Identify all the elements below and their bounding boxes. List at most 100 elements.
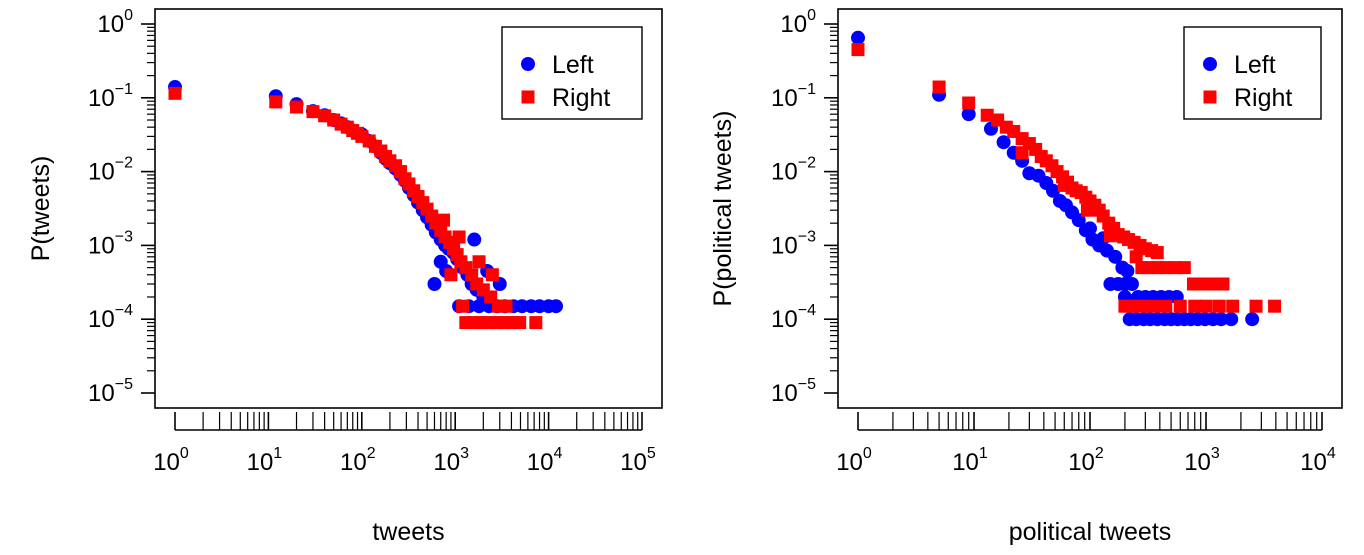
y-tick-label: 10−2 bbox=[88, 155, 133, 186]
right-point bbox=[1125, 299, 1139, 313]
left-point bbox=[1245, 312, 1260, 327]
left-point bbox=[1108, 249, 1123, 264]
x-tick-label: 104 bbox=[527, 445, 563, 476]
right-point bbox=[1159, 299, 1173, 313]
right-point bbox=[1212, 299, 1226, 313]
right-point bbox=[1177, 261, 1191, 275]
right-point bbox=[1216, 277, 1230, 291]
right-point bbox=[1103, 229, 1117, 243]
legend-left-marker bbox=[1203, 57, 1217, 71]
right-point bbox=[472, 255, 486, 269]
left-point bbox=[961, 107, 976, 122]
right-point bbox=[1206, 277, 1220, 291]
right-point bbox=[168, 86, 182, 100]
x-tick-label: 100 bbox=[153, 445, 189, 476]
right-point bbox=[513, 316, 527, 330]
right-point bbox=[1146, 299, 1160, 313]
y-axis-title: P(tweets) bbox=[27, 156, 55, 262]
right-point bbox=[452, 230, 466, 244]
left-point bbox=[1120, 263, 1135, 278]
right-point bbox=[1135, 299, 1149, 313]
chart-political-tweets: 100 10−1 10−2 10−3 10−4 10−5 100 101 102 103 104 p… bbox=[709, 7, 1343, 546]
right-point bbox=[1186, 277, 1200, 291]
right-point bbox=[269, 95, 283, 109]
legend: Left Right bbox=[501, 26, 643, 120]
left-point bbox=[548, 299, 563, 314]
axis-ticks: 100 10−1 10−2 10−3 10−4 10−5 100 101 102 103 104 bbox=[771, 7, 1336, 476]
x-tick-label: 101 bbox=[247, 445, 283, 476]
x-tick-label: 105 bbox=[620, 445, 656, 476]
y-tick-label: 10−1 bbox=[88, 81, 133, 112]
right-point bbox=[932, 80, 946, 94]
plot-frame bbox=[837, 8, 1343, 409]
left-point bbox=[467, 232, 482, 247]
right-point bbox=[290, 100, 304, 114]
right-point bbox=[437, 213, 451, 227]
x-tick-label: 103 bbox=[1184, 445, 1220, 476]
legend-right-marker bbox=[1203, 90, 1217, 104]
left-point bbox=[1046, 183, 1061, 198]
left-point bbox=[1214, 312, 1229, 327]
legend-box bbox=[501, 26, 643, 120]
right-point bbox=[444, 268, 458, 282]
legend-left-label: Left bbox=[1234, 51, 1276, 79]
right-point bbox=[1199, 299, 1213, 313]
chart-tweets: 100 10−1 10−2 10−3 10−4 10−5 100 101 102 103 104 10… bbox=[27, 7, 663, 546]
y-tick-label: 100 bbox=[780, 7, 816, 38]
legend-right-label: Right bbox=[1234, 84, 1292, 112]
y-tick-label: 10−4 bbox=[88, 302, 133, 333]
legend-left-marker bbox=[521, 57, 535, 71]
right-point bbox=[851, 43, 865, 57]
x-tick-label: 101 bbox=[952, 445, 988, 476]
x-tick-label: 103 bbox=[433, 445, 469, 476]
left-point bbox=[851, 30, 865, 45]
x-tick-label: 104 bbox=[1300, 445, 1336, 476]
right-point bbox=[456, 299, 470, 313]
y-axis-title: P(political tweets) bbox=[709, 111, 737, 307]
y-tick-label: 10−3 bbox=[88, 228, 133, 259]
left-point bbox=[427, 276, 442, 291]
series-right-points bbox=[168, 86, 543, 330]
y-tick-label: 10−4 bbox=[771, 302, 816, 333]
right-point bbox=[1150, 246, 1164, 260]
legend-right-label: Right bbox=[552, 84, 610, 112]
axis-ticks: 100 10−1 10−2 10−3 10−4 10−5 100 101 102 103 104 10… bbox=[88, 7, 656, 476]
right-point bbox=[1129, 250, 1143, 264]
legend-right-marker bbox=[521, 90, 535, 104]
series-right-points bbox=[851, 43, 1282, 313]
y-tick-label: 10−1 bbox=[771, 81, 816, 112]
right-point bbox=[1226, 299, 1240, 313]
x-tick-label: 102 bbox=[340, 445, 376, 476]
left-point bbox=[1083, 221, 1097, 236]
plot-frame bbox=[154, 8, 663, 409]
left-point bbox=[996, 135, 1011, 150]
right-point bbox=[1249, 299, 1263, 313]
series-left-points bbox=[851, 30, 1260, 327]
right-point bbox=[499, 299, 513, 313]
y-tick-label: 10−5 bbox=[88, 376, 133, 407]
right-point bbox=[485, 268, 499, 282]
x-axis-title: political tweets bbox=[1009, 518, 1172, 546]
x-tick-label: 102 bbox=[1068, 445, 1104, 476]
legend-box bbox=[1183, 26, 1322, 120]
right-point bbox=[1080, 203, 1094, 217]
right-point bbox=[980, 108, 994, 122]
left-point bbox=[1224, 312, 1239, 327]
legend-left-label: Left bbox=[552, 51, 594, 79]
legend: Left Right bbox=[1183, 26, 1322, 120]
left-point bbox=[1124, 276, 1139, 291]
right-point bbox=[1188, 299, 1202, 313]
right-point bbox=[529, 316, 543, 330]
right-point bbox=[1015, 146, 1029, 160]
right-point bbox=[1268, 299, 1282, 313]
y-tick-label: 10−2 bbox=[771, 155, 816, 186]
x-tick-label: 100 bbox=[836, 445, 872, 476]
x-axis-title: tweets bbox=[372, 518, 444, 546]
right-point bbox=[962, 96, 976, 110]
left-point bbox=[472, 299, 487, 314]
y-tick-label: 100 bbox=[97, 7, 133, 38]
right-point bbox=[1057, 178, 1071, 192]
right-point bbox=[1173, 299, 1187, 313]
y-tick-label: 10−5 bbox=[771, 376, 816, 407]
